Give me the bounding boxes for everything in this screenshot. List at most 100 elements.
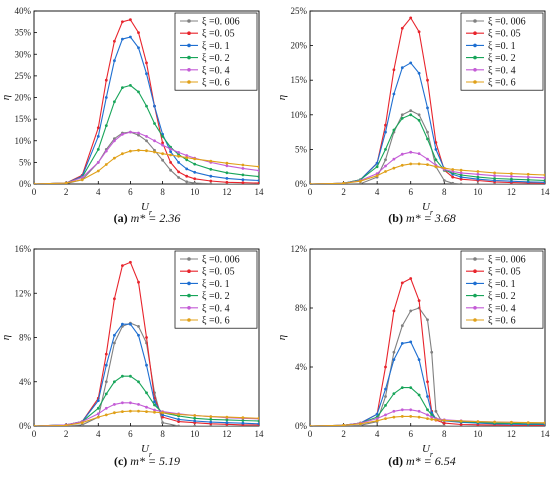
data-point	[137, 148, 140, 152]
data-point	[476, 172, 480, 176]
x-tick-label: 4	[96, 429, 101, 439]
data-point	[451, 175, 455, 179]
data-point	[137, 380, 140, 384]
series-5	[34, 409, 259, 426]
data-point	[121, 374, 124, 378]
data-point	[459, 423, 463, 426]
x-tick-label: 2	[341, 429, 346, 439]
data-point	[177, 420, 181, 423]
legend-entry: ξ =0. 4	[488, 303, 516, 314]
data-point	[113, 341, 116, 345]
data-point	[400, 152, 404, 156]
data-point	[121, 37, 124, 41]
data-point	[257, 179, 259, 182]
data-point	[359, 182, 362, 184]
data-point	[426, 380, 429, 384]
y-tick-label: 25%	[291, 6, 308, 16]
data-point	[400, 116, 404, 120]
data-point	[241, 173, 245, 177]
data-point	[193, 424, 197, 426]
data-point	[104, 78, 108, 82]
legend-swatch-marker	[187, 269, 191, 274]
data-point	[375, 165, 379, 169]
data-point	[153, 408, 156, 412]
series-line	[34, 19, 259, 184]
data-point	[185, 180, 189, 184]
x-tick-label: 12	[222, 429, 231, 439]
data-point	[96, 399, 100, 402]
data-point	[113, 403, 116, 406]
data-point	[257, 181, 259, 184]
data-point	[121, 322, 124, 326]
x-tick-label: 2	[64, 429, 69, 439]
data-point	[476, 182, 480, 184]
data-point	[400, 281, 404, 285]
data-point	[241, 167, 245, 170]
data-point	[209, 182, 213, 184]
legend-swatch-marker	[187, 19, 191, 23]
data-point	[177, 418, 181, 421]
legend-swatch-marker	[473, 80, 477, 84]
data-point	[193, 416, 197, 420]
series-5	[310, 415, 545, 426]
x-axis-label: Ur	[422, 201, 434, 217]
x-tick-label: 4	[375, 187, 380, 197]
x-axis-label: Ur	[422, 443, 434, 459]
legend-swatch-marker	[187, 306, 191, 310]
panel-caption: (c) m* = 5.19	[114, 454, 180, 468]
data-point	[310, 182, 312, 184]
legend-entry: ξ =0. 2	[202, 291, 230, 302]
data-point	[400, 113, 404, 117]
data-point	[417, 415, 421, 419]
legend-box	[460, 250, 544, 329]
data-point	[161, 143, 165, 147]
data-point	[104, 352, 108, 356]
data-point	[137, 133, 140, 137]
data-point	[137, 280, 140, 284]
data-point	[257, 165, 259, 169]
data-point	[193, 157, 197, 161]
legend-swatch-marker	[187, 43, 191, 48]
data-point	[543, 173, 545, 177]
data-point	[526, 178, 530, 182]
series-line	[34, 36, 259, 184]
data-point	[384, 417, 387, 420]
data-point	[543, 179, 545, 182]
data-point	[161, 415, 165, 419]
data-point	[121, 86, 124, 89]
legend-swatch-marker	[187, 55, 191, 60]
data-point	[384, 148, 387, 151]
data-point	[225, 161, 229, 165]
data-point	[257, 175, 259, 178]
data-point	[153, 122, 156, 125]
data-point	[392, 358, 396, 361]
data-point	[442, 419, 446, 422]
data-point	[169, 147, 173, 151]
data-point	[225, 415, 229, 419]
data-point	[153, 150, 156, 154]
data-point	[241, 421, 245, 425]
data-point	[375, 161, 379, 165]
legend-entry: ξ =0. 2	[488, 291, 516, 302]
legend-swatch-marker	[473, 269, 477, 274]
y-tick-label: 0%	[19, 179, 32, 189]
data-point	[153, 104, 156, 108]
x-tick-label: 6	[128, 187, 133, 197]
series-line	[310, 387, 545, 426]
data-point	[409, 277, 413, 280]
y-tick-label: 16%	[15, 244, 32, 254]
y-tick-label: 30%	[15, 49, 32, 59]
data-point	[392, 409, 396, 413]
legend-swatch-marker	[473, 306, 477, 310]
data-point	[310, 424, 312, 426]
data-point	[476, 175, 480, 179]
data-point	[384, 123, 387, 127]
panel-caption: (b) m* = 3.68	[388, 211, 455, 225]
legend-swatch-marker	[473, 281, 477, 286]
data-point	[209, 415, 213, 418]
data-point	[137, 46, 140, 50]
data-point	[113, 380, 116, 384]
legend-entry: ξ =0. 006	[488, 17, 526, 28]
